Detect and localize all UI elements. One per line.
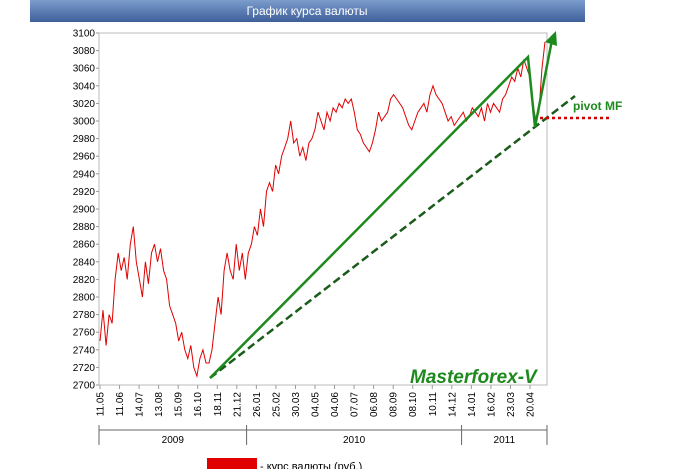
y-tick-label: 2840	[73, 257, 96, 268]
y-tick-label: 2720	[73, 363, 96, 374]
x-tick-label: 20.04	[526, 392, 537, 417]
legend-swatch	[207, 458, 257, 472]
year-label: 2011	[494, 435, 516, 446]
y-tick-label: 2820	[73, 275, 96, 286]
y-tick-label: 2860	[73, 240, 96, 251]
y-tick-label: 2920	[73, 187, 96, 198]
x-tick-label: 08.09	[389, 392, 400, 417]
plot-layer: 2700 2720 2740 2760 2780 2800 2820 2840 2860 2880…	[73, 29, 548, 446]
y-tick-label: 2740	[73, 345, 96, 356]
x-tick-label: 14.07	[135, 392, 146, 417]
y-tick-label: 2980	[73, 134, 96, 145]
trend-drawings	[209, 31, 610, 379]
legend-label: - курс валюты (руб.)	[260, 461, 362, 469]
x-tick-label: 04.05	[311, 392, 322, 417]
y-tick-label: 3040	[73, 81, 96, 92]
x-tick-label: 30.03	[291, 392, 302, 417]
y-tick-label: 2760	[73, 328, 96, 339]
x-tick-label: 07.07	[350, 392, 361, 417]
year-label: 2009	[162, 435, 185, 446]
x-tick-label: 10.11	[428, 392, 439, 417]
chart-title: График курса валюты	[246, 4, 367, 18]
title-bar	[30, 0, 585, 22]
y-tick-label: 2940	[73, 169, 96, 180]
plot-frame	[98, 32, 548, 386]
trend-line	[209, 39, 554, 379]
support-line	[209, 95, 576, 379]
x-tick-label: 14.01	[467, 392, 478, 417]
arrow-head	[545, 31, 557, 46]
y-tick-label: 2960	[73, 152, 96, 163]
y-tick-label: 2900	[73, 205, 96, 216]
x-tick-label: 11.06	[115, 392, 126, 417]
y-tick-label: 2880	[73, 222, 96, 233]
x-tick-label: 14.12	[447, 392, 458, 417]
y-tick-label: 3020	[73, 99, 96, 110]
watermark: Masterforex-V	[410, 367, 538, 388]
price-line	[99, 41, 546, 379]
year-label: 2010	[343, 435, 366, 446]
x-tick-label: 11.05	[96, 392, 107, 417]
y-tick-label: 3100	[73, 29, 96, 40]
x-tick-label: 08.10	[408, 392, 419, 417]
x-tick-label: 21.12	[232, 392, 243, 417]
x-tick-label: 04.06	[330, 392, 341, 417]
x-tick-label: 16.02	[486, 392, 497, 417]
y-tick-label: 3000	[73, 117, 96, 128]
x-tick-label: 06.08	[369, 392, 380, 417]
x-tick-label: 16.10	[193, 392, 204, 417]
x-tick-label: 18.11	[213, 392, 224, 417]
y-tick-label: 2700	[73, 381, 96, 392]
x-tick-label: 25.02	[271, 392, 282, 417]
y-tick-label: 2800	[73, 293, 96, 304]
y-tick-label: 2780	[73, 310, 96, 321]
x-tick-label: 26.01	[252, 392, 263, 417]
x-tick-label: 13.08	[154, 392, 165, 417]
y-tick-label: 3060	[73, 64, 96, 75]
x-tick-label: 15.09	[174, 392, 185, 417]
x-tick-label: 23.03	[506, 392, 517, 417]
y-tick-label: 3080	[73, 46, 96, 57]
pivot-label: pivot MF	[573, 99, 622, 113]
